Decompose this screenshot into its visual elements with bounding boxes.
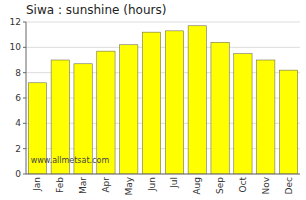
bar: [188, 26, 206, 174]
grid-line: [26, 47, 300, 48]
tick-label: Feb: [55, 177, 65, 193]
bar: [120, 45, 138, 174]
tick-label: 4: [15, 118, 21, 128]
tick-label: 12: [10, 17, 21, 27]
tick-label: Aug: [192, 177, 202, 195]
grid-line: [26, 22, 300, 23]
bar: [165, 31, 183, 174]
tick-label: Mar: [78, 177, 88, 194]
tick-label: 10: [10, 42, 22, 52]
tick-label: Apr: [101, 177, 111, 193]
bar: [142, 32, 160, 174]
tick-label: Sep: [215, 177, 225, 194]
bar: [211, 42, 229, 174]
tick-label: Jan: [32, 177, 42, 192]
bar: [279, 70, 297, 174]
tick-label: 6: [15, 93, 21, 103]
bars: [28, 26, 297, 174]
tick-label: 2: [15, 144, 21, 154]
bar: [234, 54, 252, 174]
tick-label: Nov: [261, 176, 271, 194]
y-axis: [26, 22, 27, 174]
title: Siwa : sunshine (hours): [26, 3, 166, 17]
tick-label: Dec: [284, 177, 294, 194]
bar: [257, 60, 275, 174]
tick-label: Oct: [238, 177, 248, 193]
chart: Siwa : sunshine (hours) 0 2 4 6 8 10 12 Jan Feb Ma…: [0, 0, 306, 200]
tick-label: Jul: [169, 177, 179, 189]
tick-label: 0: [15, 169, 21, 179]
grid-line: [26, 174, 300, 175]
tick-label: 8: [15, 68, 21, 78]
tick-label: May: [124, 176, 134, 195]
grid: [26, 22, 300, 174]
x-axis: [26, 174, 300, 175]
watermark: www.allmetsat.com: [31, 156, 110, 165]
tick-label: Jun: [147, 177, 157, 192]
